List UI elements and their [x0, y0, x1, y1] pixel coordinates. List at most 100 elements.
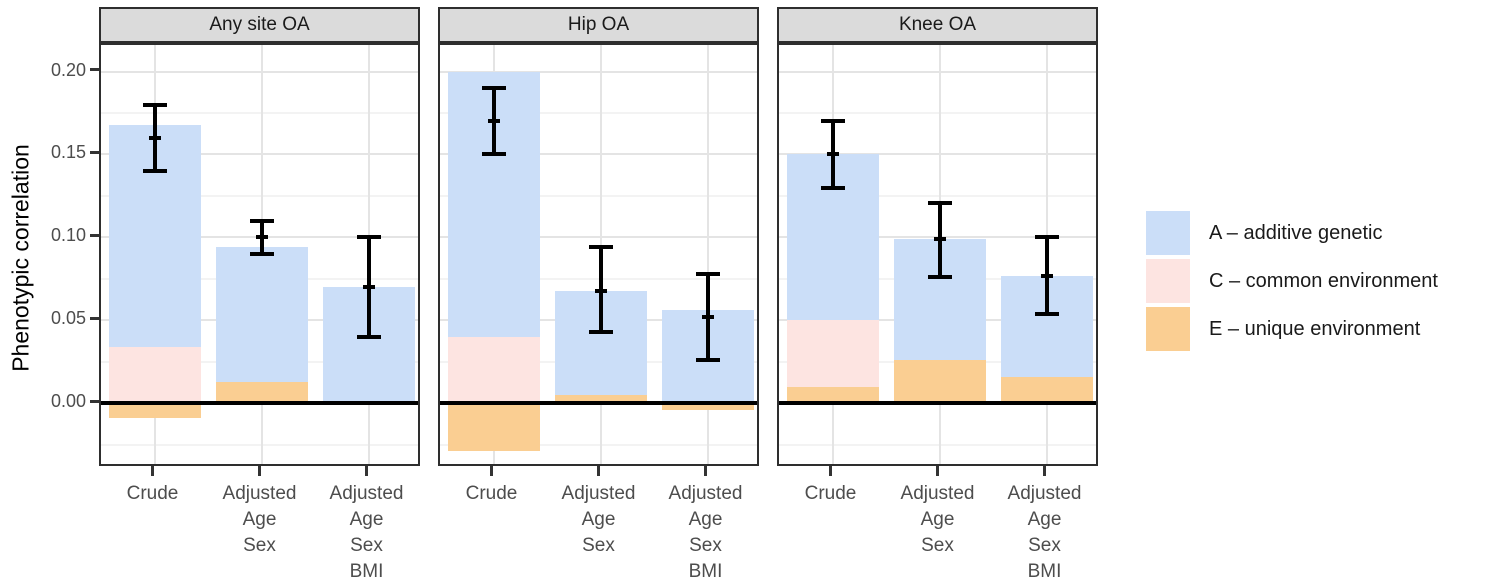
y-axis-tick-label: 0.05 [50, 308, 86, 329]
gridline-minor-horizontal [779, 443, 1096, 446]
gridline-minor-horizontal [101, 194, 418, 197]
x-axis-tick [365, 466, 368, 476]
zero-line [101, 401, 418, 406]
error-bar-midpoint [701, 315, 714, 320]
bar-segment-a [215, 247, 308, 382]
error-bar-cap [481, 152, 506, 157]
x-axis-label: Adjusted [329, 483, 404, 504]
y-axis-tick-label: 0.10 [50, 225, 86, 246]
legend-swatch-e [1146, 307, 1190, 351]
error-bar-cap [1034, 235, 1059, 240]
bar-segment-c [108, 346, 201, 404]
x-axis-label: Sex [689, 535, 722, 556]
x-axis-label: BMI [349, 561, 384, 582]
gridline-minor-horizontal [779, 194, 1096, 197]
error-bar-midpoint [826, 152, 839, 157]
x-axis-label: BMI [1027, 561, 1062, 582]
facet-strip-label: Any site OA [209, 14, 310, 35]
legend-label: E – unique environment [1209, 318, 1421, 340]
error-bar-cap [249, 252, 274, 256]
bar-segment-e [447, 403, 540, 452]
bar-segment-c [786, 320, 879, 387]
x-axis-label: Crude [126, 483, 179, 504]
facet-strip-label: Hip OA [567, 14, 630, 35]
error-bar-cap [820, 119, 845, 124]
y-axis-tick-label: 0.20 [50, 59, 86, 80]
gridline-major-horizontal [440, 70, 757, 73]
gridline-major-horizontal [440, 153, 757, 156]
y-axis-tick [90, 233, 99, 237]
x-axis-tick [704, 466, 707, 476]
gridline-minor-horizontal [440, 112, 757, 114]
error-bar-cap [1034, 311, 1059, 316]
legend-swatch-c [1146, 259, 1190, 303]
error-bar-cap [927, 200, 952, 205]
legend-swatch-a [1146, 211, 1190, 255]
error-bar-cap [588, 245, 613, 250]
error-bar-cap [142, 102, 167, 107]
x-axis-label: Age [920, 509, 955, 530]
y-axis-tick [90, 68, 99, 72]
x-axis-label: Sex [1028, 535, 1061, 556]
error-bar-cap [142, 169, 167, 174]
x-axis-label: Adjusted [668, 483, 743, 504]
plot-area [777, 43, 1098, 466]
x-axis-label: Age [1027, 509, 1062, 530]
bar-segment-c [447, 336, 540, 404]
legend-label: A – additive genetic [1209, 222, 1383, 244]
y-axis-tick [90, 399, 99, 403]
x-axis-label: Age [349, 509, 384, 530]
error-bar-midpoint [255, 235, 268, 240]
x-axis-tick [936, 466, 939, 476]
error-bar-midpoint [594, 288, 607, 293]
error-bar-cap [695, 358, 720, 363]
bar-segment-e [893, 360, 986, 404]
x-axis-label: Sex [350, 535, 383, 556]
y-axis-tick-label: 0.15 [50, 142, 86, 163]
zero-line [440, 401, 757, 406]
x-axis-tick [151, 466, 154, 476]
facet-strip: Knee OA [777, 7, 1098, 43]
y-axis-tick [90, 150, 99, 154]
bar-segment-e [1000, 376, 1093, 404]
x-axis-label: Sex [921, 535, 954, 556]
gridline-minor-horizontal [440, 443, 757, 446]
zero-line [779, 401, 1096, 406]
gridline-major-horizontal [440, 236, 757, 239]
facet-strip-label: Knee OA [898, 14, 977, 35]
facet-strip: Hip OA [438, 7, 759, 43]
bar-segment-e [215, 381, 308, 404]
gridline-minor-horizontal [101, 443, 418, 446]
bar-segment-e [661, 403, 754, 410]
gridline-major-horizontal [101, 70, 418, 73]
x-axis-label: Adjusted [561, 483, 636, 504]
x-axis-label: Sex [582, 535, 615, 556]
x-axis-tick [1043, 466, 1046, 476]
x-axis-label: Age [242, 509, 277, 530]
x-axis-label: Age [581, 509, 616, 530]
gridline-minor-horizontal [101, 112, 418, 114]
gridline-minor-horizontal [779, 112, 1096, 114]
x-axis-tick [490, 466, 493, 476]
facet-strip: Any site OA [99, 7, 420, 43]
y-axis-tick-label: 0.00 [50, 391, 86, 412]
x-axis-label: Crude [804, 483, 857, 504]
x-axis-label: Adjusted [222, 483, 297, 504]
error-bar-midpoint [487, 119, 500, 124]
bar-segment-e [786, 386, 879, 404]
error-bar-cap [249, 218, 274, 223]
y-axis-tick [90, 316, 99, 320]
bar-segment-e [554, 395, 647, 404]
x-axis-tick [597, 466, 600, 476]
x-axis-label: Sex [243, 535, 276, 556]
gridline-major-horizontal [779, 70, 1096, 73]
gridline-vertical [706, 45, 709, 464]
error-bar-cap [356, 235, 381, 240]
error-bar-midpoint [148, 135, 161, 140]
x-axis-label: Adjusted [900, 483, 975, 504]
x-axis-label: Crude [465, 483, 518, 504]
plot-area [99, 43, 420, 466]
error-bar-cap [356, 334, 381, 339]
x-axis-tick [829, 466, 832, 476]
